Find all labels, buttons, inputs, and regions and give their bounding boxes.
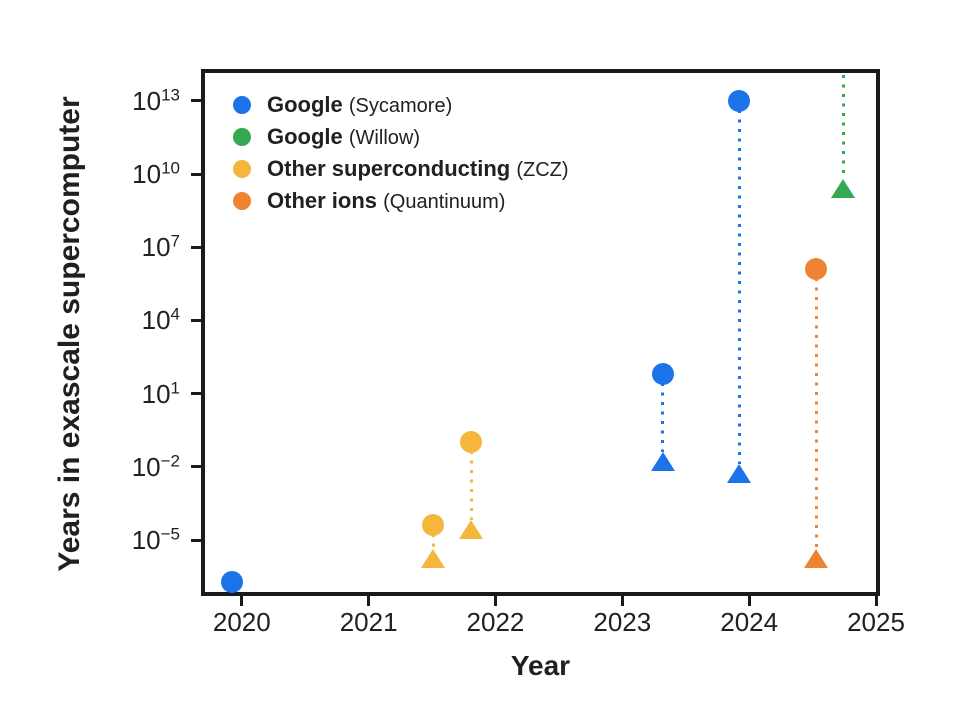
x-tick [493, 596, 497, 606]
legend-dot-icon [233, 128, 251, 146]
connector-line [431, 534, 435, 549]
triangle-marker [804, 548, 829, 568]
y-tick [191, 465, 201, 469]
x-tick [240, 596, 244, 606]
circle-marker [460, 431, 483, 454]
x-tick-label: 2023 [593, 607, 652, 637]
y-tick-exponent: 13 [161, 85, 180, 105]
x-tick-label: 2024 [720, 607, 779, 637]
y-tick-exponent: 10 [161, 158, 180, 178]
connector-line [469, 451, 473, 521]
y-tick-label: 1010 [132, 158, 180, 190]
triangle-marker [421, 548, 446, 568]
legend-name: Other ions [267, 188, 384, 213]
y-tick-exponent: 7 [170, 231, 180, 251]
legend-name: Google [267, 92, 349, 117]
x-tick [367, 596, 371, 606]
y-tick-exponent: −2 [160, 451, 180, 471]
x-tick-label: 2021 [339, 607, 398, 637]
triangle-marker [459, 520, 484, 540]
legend-item: Other ions (Quantinuum) [233, 185, 569, 217]
plot-area: Google (Sycamore) Google (Willow) Other su… [132, 69, 905, 637]
legend-item: Other superconducting (ZCZ) [233, 153, 569, 185]
x-tick [874, 596, 878, 606]
connector-line [814, 278, 818, 549]
x-tick-label: 2025 [847, 607, 905, 637]
legend-item: Google (Willow) [233, 121, 569, 153]
circle-marker [805, 258, 828, 281]
legend-dot-icon [233, 192, 251, 210]
connector-line [841, 75, 845, 179]
legend-label: Google (Sycamore) [267, 92, 452, 118]
legend-detail: (Quantinuum) [383, 191, 506, 213]
connector-line [661, 383, 665, 453]
y-tick-exponent: −5 [160, 524, 180, 544]
legend-dot-icon [233, 96, 251, 114]
legend-name: Google [267, 124, 349, 149]
triangle-marker [650, 452, 675, 472]
legend-dot-icon [233, 160, 251, 178]
legend-detail: (ZCZ) [516, 159, 569, 181]
y-tick-label: 101 [141, 377, 180, 409]
y-tick [191, 392, 201, 396]
legend-label: Other superconducting (ZCZ) [267, 156, 569, 182]
legend: Google (Sycamore) Google (Willow) Other su… [233, 89, 569, 217]
circle-marker [220, 570, 243, 593]
y-tick-label: 107 [141, 231, 180, 263]
y-tick-label: 10−5 [131, 524, 180, 556]
x-tick [620, 596, 624, 606]
y-tick-exponent: 4 [170, 304, 180, 324]
legend-name: Other superconducting [267, 156, 517, 181]
legend-label: Other ions (Quantinuum) [267, 188, 505, 214]
connector-line [737, 109, 741, 465]
x-tick-label: 2022 [466, 607, 525, 637]
x-tick-label: 2020 [212, 607, 271, 637]
y-tick [191, 99, 201, 103]
y-tick [191, 318, 201, 322]
x-axis-title: Year [510, 650, 571, 681]
y-tick [191, 172, 201, 176]
triangle-marker [727, 464, 751, 484]
y-tick [191, 245, 201, 249]
circle-marker [651, 363, 674, 386]
legend-label: Google (Willow) [267, 124, 420, 150]
y-tick-label: 10−2 [131, 451, 180, 482]
x-tick [747, 596, 751, 606]
legend-item: Google (Sycamore) [233, 89, 569, 121]
y-tick-label: 1013 [132, 85, 180, 116]
circle-marker [728, 89, 750, 112]
legend-detail: (Willow) [348, 127, 420, 149]
y-tick [191, 538, 201, 542]
y-tick-label: 104 [141, 304, 180, 336]
circle-marker [422, 514, 445, 537]
y-tick-exponent: 1 [170, 377, 180, 397]
legend-detail: (Sycamore) [348, 95, 453, 117]
triangle-marker [831, 178, 856, 198]
